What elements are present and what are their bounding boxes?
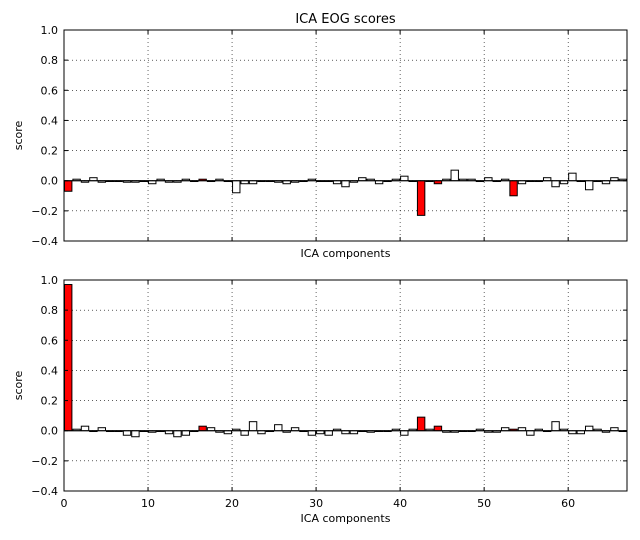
y-tick-label: 0.6 [41, 334, 59, 347]
y-tick-label: 1.0 [41, 274, 59, 287]
y-tick-label: 0.0 [41, 425, 59, 438]
component-bar [232, 180, 241, 194]
component-bar [131, 430, 140, 438]
bottom-x-ticks: 0 10 20 30 40 50 60 [61, 280, 575, 510]
component-bar [80, 425, 90, 432]
excluded-component-bar [416, 180, 426, 216]
x-tick-label: 60 [561, 497, 575, 510]
component-bar [400, 430, 409, 436]
component-bar [240, 430, 249, 436]
y-tick-label: 0.6 [41, 84, 59, 97]
top-bars [64, 169, 627, 216]
component-bar [307, 430, 317, 436]
component-bar [173, 430, 182, 438]
x-tick-label: 40 [393, 497, 407, 510]
top-score-panel: 1.0 0.8 0.6 0.4 0.2 0.0 −0.2 −0.4 score ICA com… [12, 24, 628, 260]
x-tick-label: 20 [225, 497, 239, 510]
top-y-ticks: 1.0 0.8 0.6 0.4 0.2 0.0 −0.2 −0.4 [31, 24, 627, 248]
top-x-axis-label: ICA components [301, 247, 391, 260]
component-bar [274, 424, 283, 432]
y-tick-label: 0.0 [41, 175, 59, 188]
component-bar [122, 430, 132, 436]
top-y-axis-label: score [12, 120, 25, 150]
top-grid [64, 29, 627, 242]
y-tick-label: 0.8 [41, 304, 59, 317]
component-bar [551, 421, 560, 432]
x-tick-label: 10 [141, 497, 155, 510]
bottom-bars [64, 284, 627, 438]
component-bar [526, 430, 535, 436]
excluded-component-bar [433, 425, 443, 432]
component-bar [568, 172, 577, 182]
top-plot-frame [63, 29, 628, 242]
component-bar [341, 180, 350, 188]
bottom-y-ticks: 1.0 0.8 0.6 0.4 0.2 0.0 −0.2 −0.4 [31, 274, 627, 498]
y-tick-label: 0.2 [41, 145, 59, 158]
excluded-component-bar [198, 425, 207, 432]
y-tick-label: −0.4 [31, 485, 58, 498]
bottom-score-panel: 1.0 0.8 0.6 0.4 0.2 0.0 −0.2 −0.4 0 10 20 30 40 50 60… [12, 274, 628, 525]
y-tick-label: 0.8 [41, 54, 59, 67]
x-tick-label: 30 [309, 497, 323, 510]
y-tick-label: 0.4 [41, 364, 59, 377]
figure-title: ICA EOG scores [295, 12, 396, 27]
y-tick-label: 0.2 [41, 395, 59, 408]
excluded-component-bar [416, 416, 426, 432]
component-bar [400, 175, 409, 182]
y-tick-label: 1.0 [41, 24, 59, 37]
y-tick-label: −0.2 [31, 455, 58, 468]
y-tick-label: −0.2 [31, 205, 58, 218]
excluded-component-bar [64, 180, 73, 192]
top-x-ticks [63, 30, 569, 241]
component-bar [584, 425, 594, 432]
bottom-y-axis-label: score [12, 370, 25, 400]
component-bar [324, 430, 333, 436]
component-bar [248, 421, 258, 432]
y-tick-label: −0.4 [31, 235, 58, 248]
bottom-plot-frame [63, 279, 628, 492]
x-tick-label: 0 [61, 497, 68, 510]
y-tick-label: 0.4 [41, 114, 59, 127]
excluded-component-bar [509, 180, 518, 197]
component-bar [551, 180, 560, 188]
x-tick-label: 50 [477, 497, 491, 510]
excluded-component-bar [64, 284, 73, 432]
component-bar [181, 430, 191, 436]
bottom-x-axis-label: ICA components [301, 512, 391, 525]
bottom-grid [64, 279, 627, 492]
component-bar [450, 169, 459, 182]
component-bar [584, 180, 594, 191]
